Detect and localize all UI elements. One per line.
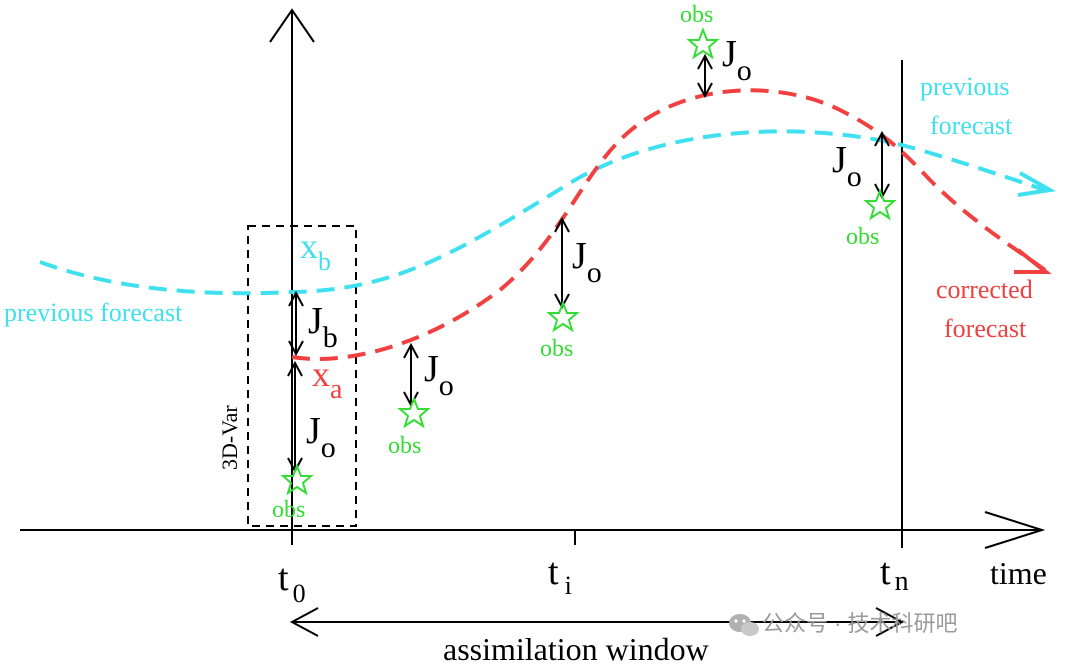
obs-label-ti: obs [540, 336, 573, 362]
jb-arrow [288, 290, 304, 357]
jo-arrow-top [697, 53, 713, 99]
watermark-text: 公众号 · 技术科研吧 [762, 611, 958, 636]
obs-star-tn [863, 188, 897, 221]
jo-label-t0: Jo [306, 410, 336, 464]
obs-label-top: obs [680, 2, 713, 28]
xa-label: xa [312, 354, 343, 405]
obs-label-tn: obs [846, 224, 879, 250]
obs-label-t0: obs [272, 497, 305, 523]
obs-star-2 [397, 396, 431, 429]
jb-label: Jb [308, 300, 338, 354]
xb-label: xb [300, 226, 331, 276]
vertical-axis-arrowhead [269, 8, 315, 43]
jo-arrow-tn [874, 130, 890, 200]
three-d-var-box [247, 225, 357, 527]
jo-arrow-ti [554, 216, 570, 310]
obs-label-2: obs [388, 433, 421, 459]
obs-star-t0 [280, 463, 314, 496]
obs-star-ti [546, 300, 580, 333]
jo-label-top: Jo [722, 33, 752, 87]
corrected-forecast-arrowhead [1014, 248, 1052, 274]
jo-label-ti: Jo [572, 235, 602, 289]
jo-arrow-2 [403, 342, 419, 408]
previous-forecast-label-right-2: forecast [930, 111, 1013, 140]
jo-arrow-t0 [287, 360, 303, 474]
obs-star-top [686, 27, 720, 60]
assimilation-window-arrow [289, 607, 905, 637]
previous-forecast-label-right-1: previous [920, 72, 1010, 101]
corrected-forecast-curve [291, 88, 1047, 361]
wechat-icon [729, 614, 759, 636]
watermark: 公众号 · 技术科研吧 [729, 611, 958, 636]
axes [20, 8, 1046, 549]
jo-label-tn: Jo [832, 139, 862, 193]
three-d-var-label: 3D-Var [217, 405, 242, 470]
previous-forecast-arrowhead [1017, 171, 1056, 197]
corrected-forecast-label-1: corrected [936, 275, 1033, 304]
previous-forecast-curve [39, 129, 1046, 296]
time-label: time [990, 555, 1047, 591]
assimilation-window-label: assimilation window [443, 631, 709, 666]
time-axis-arrowhead [984, 511, 1046, 549]
corrected-forecast-label-2: forecast [944, 314, 1027, 343]
jo-label-2: Jo [424, 348, 454, 402]
previous-forecast-label-left: previous forecast [4, 298, 183, 327]
